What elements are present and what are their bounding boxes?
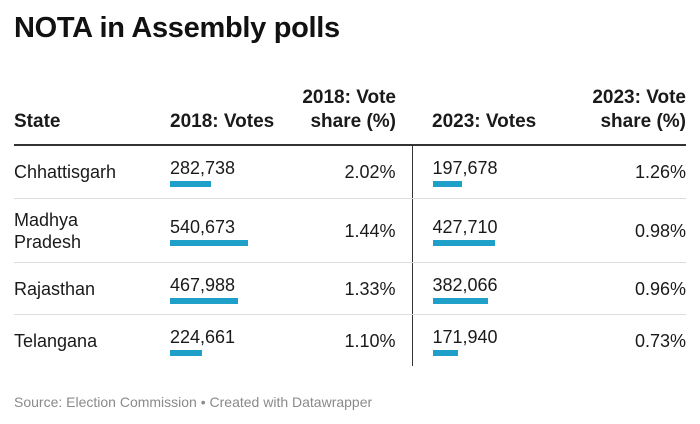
votes-2018-cell: 540,673: [170, 198, 290, 263]
share-2023-cell: 1.26%: [562, 145, 686, 199]
votes-2018-cell: 282,738: [170, 145, 290, 199]
share-2023-cell: 0.98%: [562, 198, 686, 263]
header-share-2023: 2023: Vote share (%): [562, 86, 686, 146]
votes-2018-bar: [170, 349, 202, 356]
share-2018-cell: 1.33%: [290, 262, 413, 315]
header-row: State 2018: Votes 2018: Vote share (%) 2…: [14, 86, 686, 146]
votes-2018-bar: [170, 181, 211, 187]
votes-2023-bar: [432, 297, 488, 304]
votes-2023-label: 382,066: [432, 274, 498, 295]
share-2018-cell: 1.44%: [290, 198, 413, 263]
table-row: Telangana 224,661 1.10% 171,940 0.73%: [14, 314, 686, 367]
votes-2018-label: 540,673: [170, 216, 236, 237]
share-2023-cell: 0.73%: [634, 330, 686, 351]
table-row: Madhya Pradesh 540,673 1.44% 427,710 0.9…: [14, 198, 686, 263]
votes-2018-bar: [170, 297, 238, 304]
share-2018-cell: 2.02%: [290, 145, 413, 199]
header-share-2018: 2018: Vote share (%): [290, 86, 412, 146]
state-cell: Telangana: [14, 330, 98, 351]
share-2018-cell: 1.10%: [290, 314, 413, 366]
header-state: State: [14, 86, 170, 146]
votes-2023-cell: 171,940: [412, 315, 562, 367]
votes-2023-bar: [432, 181, 462, 187]
votes-2023-bar: [432, 239, 495, 246]
header-votes-2023: 2023: Votes: [412, 86, 562, 146]
share-2023-cell: 0.96%: [562, 262, 686, 315]
votes-2023-cell: 427,710: [412, 198, 562, 263]
table-row: Chhattisgarh 282,738 2.02% 197,678 1.26%: [14, 145, 686, 199]
votes-2023-bar: [432, 349, 458, 356]
chart-title: NOTA in Assembly polls: [14, 12, 340, 44]
table-row: Rajasthan 467,988 1.33% 382,066 0.96%: [14, 262, 686, 315]
votes-2023-label: 427,710: [432, 216, 498, 237]
votes-2018-label: 467,988: [170, 274, 236, 295]
votes-2018-cell: 224,661: [170, 315, 290, 367]
votes-2018-bar: [170, 239, 248, 246]
votes-2023-label: 171,940: [432, 326, 498, 347]
state-cell: Rajasthan: [14, 262, 170, 315]
votes-2018-cell: 467,988: [170, 262, 290, 315]
votes-2018-label: 224,661: [170, 326, 236, 347]
state-cell: Chhattisgarh: [14, 145, 170, 199]
nota-table: State 2018: Votes 2018: Vote share (%) 2…: [14, 86, 686, 366]
source-note: Source: Election Commission • Created wi…: [14, 394, 373, 410]
state-label: Madhya Pradesh: [14, 209, 82, 252]
votes-2018-label: 282,738: [170, 158, 236, 178]
votes-2023-cell: 382,066: [412, 262, 562, 315]
votes-2023-cell: 197,678: [412, 145, 562, 199]
votes-2023-label: 197,678: [432, 158, 498, 178]
state-cell: Madhya Pradesh: [14, 198, 170, 263]
header-votes-2018: 2018: Votes: [170, 86, 290, 146]
